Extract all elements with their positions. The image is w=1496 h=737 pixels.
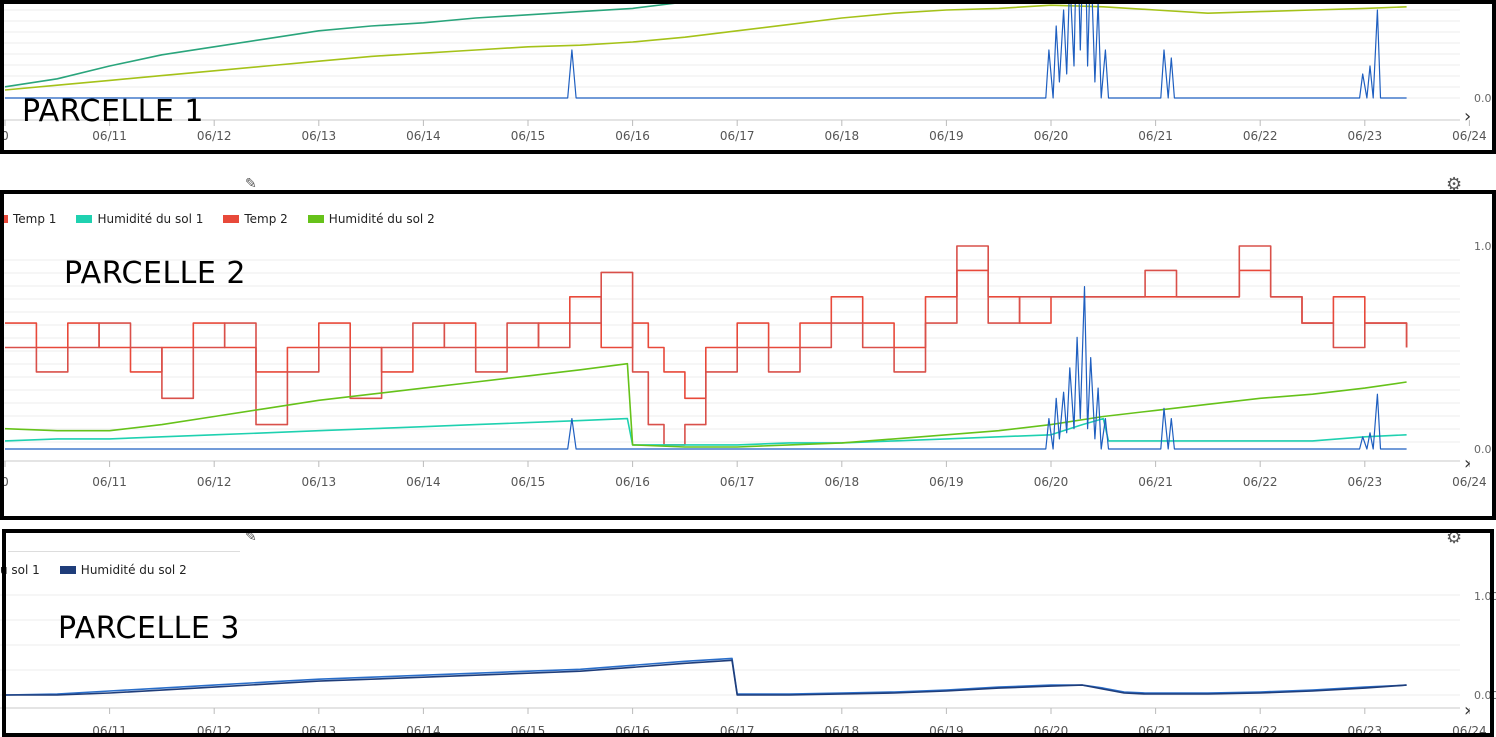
legend-label: Humidité du sol 2 — [328, 212, 435, 226]
x-tick-label: 06/13 — [302, 724, 337, 737]
legend-item-humidite-sol-2[interactable]: Humidité du sol 2 — [307, 212, 435, 226]
x-tick-label: 06/15 — [511, 129, 546, 143]
next-chevron-icon[interactable]: › — [1464, 453, 1471, 474]
x-tick-label: 06/16 — [615, 129, 650, 143]
legend-divider — [8, 551, 240, 552]
x-tick-label: 06/21 — [1138, 475, 1173, 489]
legend-label: Humidité du sol 2 — [80, 563, 187, 577]
legend-parcelle-2: Temp 1 Humidité du sol 1 Temp 2 Humidité… — [0, 212, 455, 226]
x-tick-label: 06/23 — [1348, 129, 1383, 143]
x-tick-label: 06/17 — [720, 475, 755, 489]
x-tick-label: 06/22 — [1243, 475, 1278, 489]
x-tick-label: 06/20 — [1034, 129, 1069, 143]
legend-label: Temp 2 — [244, 212, 288, 226]
x-tick-label: 06/19 — [929, 475, 964, 489]
legend-item-humidite-sol-1[interactable]: u sol 1 — [0, 563, 40, 577]
x-tick-label: 06/18 — [825, 129, 860, 143]
panel-parcelle-2: ✎ ⚙ 0 06/11 06/12 06/13 06/14 06/15 06/16 06/17… — [0, 160, 1496, 525]
x-axis-ticks: 0 06/11 06/12 06/13 06/14 06/15 06/16 06/17 06/1… — [1, 120, 1487, 143]
x-tick-label: 06/12 — [197, 724, 232, 737]
chart-parcelle-2: 0 06/11 06/12 06/13 06/14 06/15 06/16 06/17 06/1… — [0, 240, 1496, 489]
chart-parcelle-1: 0 06/11 06/12 06/13 06/14 06/15 06/16 06/17 06/1… — [0, 0, 1496, 143]
x-tick-label: 06/19 — [929, 724, 964, 737]
x-tick-label: 06/19 — [929, 129, 964, 143]
series-line-hum2 — [4, 362, 1407, 448]
gear-icon[interactable]: ⚙ — [1446, 174, 1463, 195]
annotation-parcelle-3: PARCELLE 3 — [58, 611, 240, 646]
series-line-hum1 — [4, 417, 1407, 446]
series-line-hum1 — [4, 0, 699, 88]
legend-swatch — [76, 215, 93, 223]
x-tick-label: 06/20 — [1034, 475, 1069, 489]
legend-label: u sol 1 — [0, 563, 40, 577]
x-tick-label: 0 — [1, 129, 9, 143]
series-line-spikes — [5, 286, 1407, 450]
x-tick-label: 06/16 — [615, 724, 650, 737]
x-tick-label: 06/14 — [406, 129, 441, 143]
legend-label: Temp 1 — [13, 212, 57, 226]
x-tick-label: 06/20 — [1034, 724, 1069, 737]
x-tick-label: 06/15 — [511, 475, 546, 489]
series-line-hum2 — [4, 4, 1407, 91]
x-tick-label: 06/22 — [1243, 129, 1278, 143]
legend-swatch — [223, 215, 240, 223]
x-tick-label: 06/22 — [1243, 724, 1278, 737]
panel-parcelle-1: 0 06/11 06/12 06/13 06/14 06/15 06/16 06/17 06/1… — [0, 0, 1496, 160]
x-tick-label: 06/17 — [720, 724, 755, 737]
legend-item-temp-2[interactable]: Temp 2 — [223, 212, 288, 226]
y-tick-label: 0.00 — [1474, 443, 1496, 456]
annotation-parcelle-2: PARCELLE 2 — [64, 256, 246, 291]
x-tick-label: 06/18 — [825, 475, 860, 489]
x-tick-label: 06/23 — [1348, 724, 1383, 737]
legend-swatch — [307, 215, 324, 223]
legend-item-temp-1[interactable]: Temp 1 — [0, 212, 56, 226]
series-line-hum1 — [4, 657, 1407, 696]
gridlines — [0, 259, 1460, 443]
series-line-hum2 — [5, 659, 1407, 696]
x-axis-ticks: 06/11 06/12 06/13 06/14 06/15 06/16 06/17 06/18… — [92, 708, 1487, 737]
series-line-spikes — [5, 0, 1407, 99]
x-axis-ticks: 0 06/11 06/12 06/13 06/14 06/15 06/16 06/17 06/1… — [1, 461, 1487, 489]
annotation-parcelle-1: PARCELLE 1 — [22, 94, 204, 129]
x-tick-label: 06/24 — [1452, 724, 1487, 737]
x-tick-label: 06/14 — [406, 724, 441, 737]
edit-pencil-icon[interactable]: ✎ — [245, 529, 257, 545]
legend-swatch — [0, 215, 8, 223]
x-tick-label: 06/23 — [1348, 475, 1383, 489]
x-tick-label: 06/11 — [92, 475, 127, 489]
gridlines — [0, 594, 1460, 696]
x-tick-label: 06/12 — [197, 129, 232, 143]
x-tick-label: 06/13 — [302, 129, 337, 143]
x-tick-label: 06/17 — [720, 129, 755, 143]
gridlines — [0, 9, 1460, 99]
edit-pencil-icon[interactable]: ✎ — [245, 176, 257, 192]
x-tick-label: 06/21 — [1138, 129, 1173, 143]
next-chevron-icon[interactable]: › — [1464, 700, 1471, 721]
x-tick-label: 06/24 — [1452, 475, 1487, 489]
y-tick-label: 0.00 — [1474, 689, 1496, 702]
legend-parcelle-3: u sol 1 Humidité du sol 2 — [0, 563, 207, 577]
x-tick-label: 06/11 — [92, 724, 127, 737]
x-tick-label: 06/12 — [197, 475, 232, 489]
x-tick-label: 0 — [1, 475, 9, 489]
x-tick-label: 06/13 — [302, 475, 337, 489]
y-tick-label: 1.00 — [1474, 240, 1496, 253]
legend-item-humidite-sol-2[interactable]: Humidité du sol 2 — [59, 563, 187, 577]
x-tick-label: 06/24 — [1452, 129, 1487, 143]
x-tick-label: 06/14 — [406, 475, 441, 489]
next-chevron-icon[interactable]: › — [1464, 106, 1471, 127]
x-tick-label: 06/21 — [1138, 724, 1173, 737]
x-tick-label: 06/18 — [825, 724, 860, 737]
y-tick-label: 0.00 — [1474, 92, 1496, 105]
x-tick-label: 06/15 — [511, 724, 546, 737]
panel-parcelle-3: ✎ ⚙ 06/11 06/12 06/13 06/14 06/15 06/16 06/17 0… — [0, 525, 1496, 737]
x-tick-label: 06/16 — [615, 475, 650, 489]
legend-swatch — [59, 566, 76, 574]
legend-item-humidite-sol-1[interactable]: Humidité du sol 1 — [76, 212, 203, 226]
x-tick-label: 06/11 — [92, 129, 127, 143]
legend-label: Humidité du sol 1 — [97, 212, 204, 226]
y-tick-label: 1.00 — [1474, 590, 1496, 603]
